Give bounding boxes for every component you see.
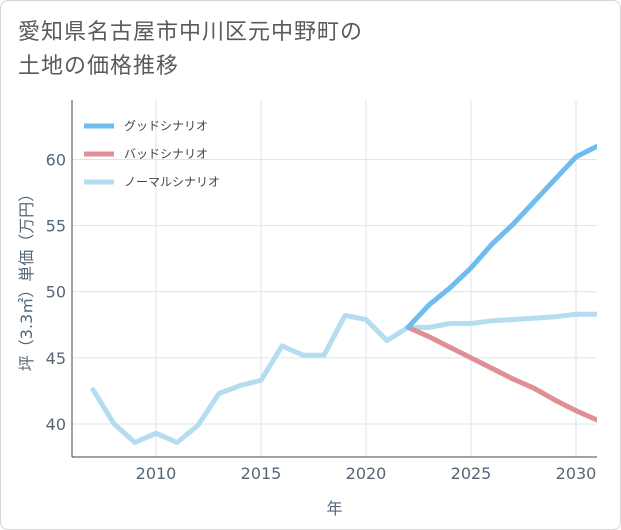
series-line-good: [405, 143, 597, 330]
x-tick-label: 2015: [241, 464, 282, 483]
grid: [72, 100, 597, 457]
x-tick-label: 2030: [556, 464, 597, 483]
legend-label: バッドシナリオ: [124, 147, 208, 161]
y-tick-label: 45: [46, 349, 66, 368]
chart-title: 愛知県名古屋市中川区元中野町の 土地の価格推移: [18, 16, 363, 84]
legend-label: グッドシナリオ: [124, 119, 208, 133]
series-line-normal: [90, 311, 597, 445]
y-tick-label: 50: [46, 283, 66, 302]
legend-item[interactable]: バッドシナリオ: [84, 147, 208, 161]
y-axis-title: 坪（3.3㎡）単価（万円）: [17, 186, 36, 371]
y-tick-label: 40: [46, 415, 66, 434]
legend-item[interactable]: グッドシナリオ: [84, 119, 208, 133]
y-tick-label: 60: [46, 151, 66, 170]
y-tick-label: 55: [46, 217, 66, 236]
chart-title-line-1: 愛知県名古屋市中川区元中野町の: [18, 20, 364, 45]
x-tick-label: 2025: [451, 464, 492, 483]
x-axis-title: 年: [326, 499, 342, 518]
series-lines: [90, 143, 597, 445]
legend-label: ノーマルシナリオ: [124, 175, 220, 189]
series-line-bad: [405, 324, 597, 423]
axes: 2010 2015 2020 2025 2030 40 45 50 55 60: [46, 100, 597, 483]
x-tick-label: 2010: [136, 464, 177, 483]
legend-item[interactable]: ノーマルシナリオ: [84, 175, 220, 189]
x-tick-label: 2020: [346, 464, 387, 483]
chart-title-line-2: 土地の価格推移: [18, 54, 180, 79]
